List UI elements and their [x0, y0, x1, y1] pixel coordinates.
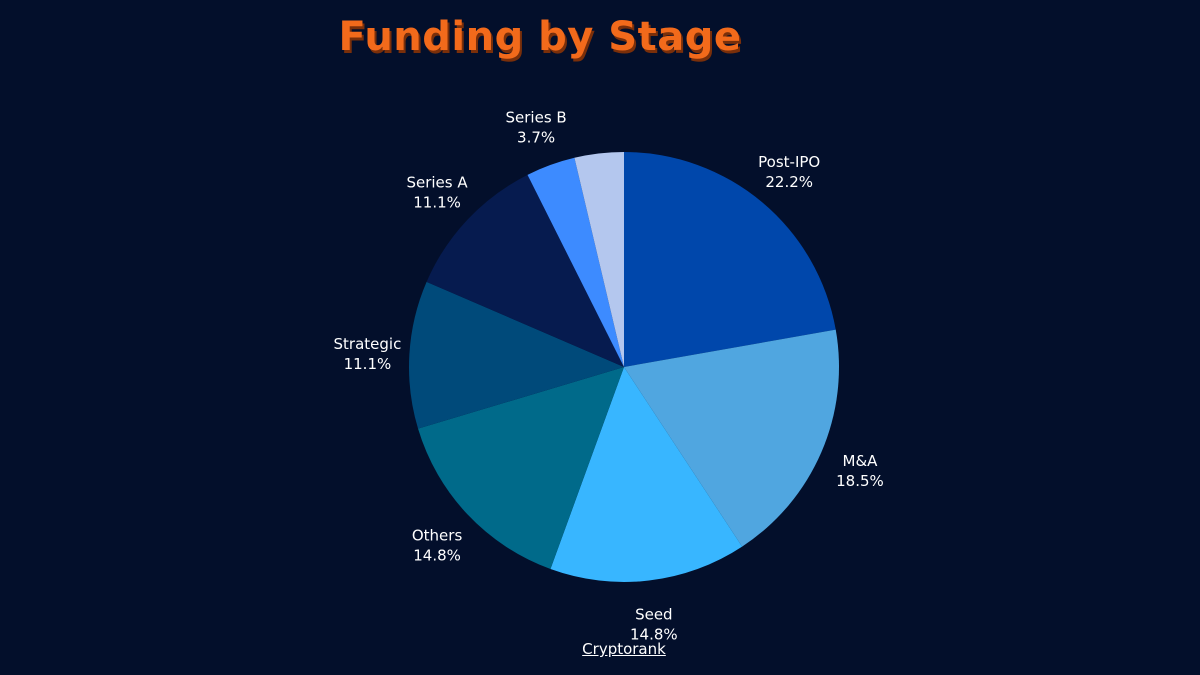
slice-category-label: Seed	[635, 605, 673, 623]
slice-label-others: Others 14.8%	[412, 526, 463, 564]
pie-slice-series-b	[527, 157, 624, 367]
slice-label-series-a: Series A 11.1%	[406, 174, 468, 212]
slice-value-label: 22.2%	[765, 173, 813, 191]
slice-value-label: 14.8%	[630, 625, 678, 643]
pie-slice-seed	[550, 367, 743, 582]
slice-value-label: 3.7%	[517, 128, 555, 146]
pie-labels: Post-IPO 22.2% M&A 18.5% Seed 14.8% Others 14.8…	[334, 108, 884, 643]
slice-value-label: 11.1%	[344, 355, 392, 373]
slice-label-seed: Seed 14.8%	[630, 605, 678, 643]
slice-category-label: Others	[412, 526, 463, 544]
slice-category-label: Post-IPO	[758, 153, 820, 171]
slice-value-label: 18.5%	[836, 472, 884, 490]
slice-label-post-ipo: Post-IPO 22.2%	[758, 153, 820, 191]
pie-slice-series-a	[426, 174, 624, 367]
slice-category-label: Series B	[506, 108, 567, 126]
pie-slice-others	[418, 367, 624, 570]
slice-category-label: Series A	[406, 174, 468, 192]
slice-label-manda: M&A 18.5%	[836, 452, 884, 490]
pie-slice-post-ipo	[624, 152, 836, 367]
slice-category-label: Strategic	[334, 335, 402, 353]
slice-label-strategic: Strategic 11.1%	[334, 335, 402, 373]
slice-value-label: 11.1%	[413, 194, 461, 212]
pie-slices	[408, 152, 839, 582]
slice-value-label: 14.8%	[413, 546, 461, 564]
slice-category-label: M&A	[843, 452, 879, 470]
pie-slice-manda	[624, 329, 839, 547]
pie-slice-unlabeled-7	[574, 152, 624, 367]
source-link[interactable]: Cryptorank	[582, 640, 666, 658]
chart-title: Funding by Stage	[338, 14, 742, 60]
slice-label-series-b: Series B 3.7%	[506, 108, 567, 146]
pie-slice-strategic	[408, 281, 624, 429]
